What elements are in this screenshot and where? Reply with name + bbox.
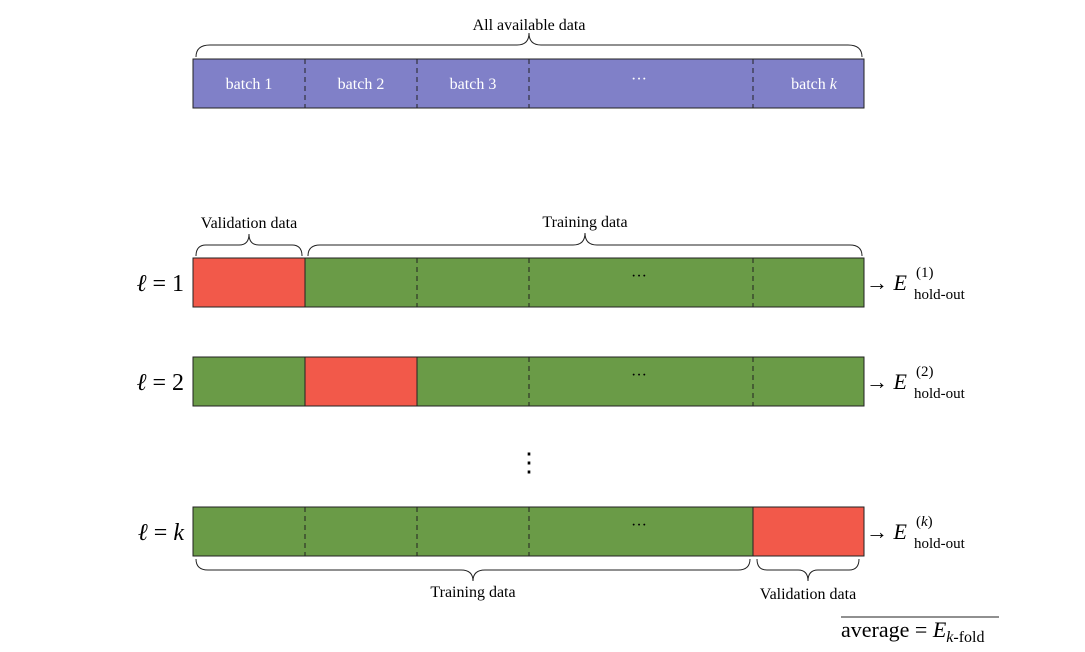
fold-index-label: ℓ = 1 bbox=[136, 271, 184, 297]
average-sub-fold: -fold bbox=[953, 629, 984, 646]
holdout-subscript: hold-out bbox=[914, 386, 966, 402]
ell-symbol: ℓ bbox=[138, 520, 148, 546]
training-segment bbox=[529, 507, 753, 556]
batch-label-k: batch k bbox=[791, 76, 838, 93]
batch-cell-1 bbox=[193, 59, 305, 108]
training-segment bbox=[529, 258, 753, 307]
arrow: → bbox=[866, 519, 894, 544]
validation-segment bbox=[305, 357, 417, 406]
fold-rows: ··· ℓ = 1 → E (1) hold-out ··· ℓ = 2 → E (2) hold… bbox=[136, 257, 966, 557]
average-expression: average = Ek-fold bbox=[841, 617, 984, 646]
average-E: E bbox=[932, 617, 947, 642]
training-segment bbox=[417, 357, 529, 406]
training-segment bbox=[305, 507, 417, 556]
training-segment bbox=[193, 357, 305, 406]
training-segment bbox=[529, 357, 753, 406]
validation-segment bbox=[193, 258, 305, 307]
average-eq: = bbox=[915, 617, 927, 642]
batch-k-word: batch bbox=[791, 76, 826, 93]
fold-ellipsis: ··· bbox=[631, 268, 647, 285]
row1-validation-brace bbox=[195, 233, 303, 257]
batch-cell-dots bbox=[529, 59, 753, 108]
training-segment bbox=[417, 258, 529, 307]
rowk-training-label: Training data bbox=[430, 584, 515, 601]
batch-label-dots: ··· bbox=[631, 71, 647, 88]
rowk-validation-label: Validation data bbox=[760, 586, 856, 603]
training-segment bbox=[417, 507, 529, 556]
all-data-brace bbox=[195, 32, 863, 58]
arrow: → bbox=[866, 369, 894, 394]
holdout-error-label: → E bbox=[866, 519, 908, 544]
batch-label-1: batch 1 bbox=[226, 76, 273, 93]
row1-validation-label: Validation data bbox=[201, 215, 297, 232]
fold-index-label: ℓ = k bbox=[138, 520, 185, 546]
holdout-subscript: hold-out bbox=[914, 287, 966, 303]
batch-bar: batch 1 batch 2 batch 3 ··· batch k bbox=[192, 58, 865, 109]
ell-eq: = bbox=[148, 520, 174, 546]
holdout-superscript: (1) bbox=[916, 265, 934, 281]
E-symbol: E bbox=[893, 270, 908, 295]
E-symbol: E bbox=[893, 369, 908, 394]
fold-row-3: ···ℓ = k → E (k)hold-out bbox=[138, 506, 966, 557]
fold-bar-outline bbox=[192, 257, 865, 308]
arrow: → bbox=[866, 270, 894, 295]
validation-segment bbox=[753, 507, 864, 556]
ell-value: 1 bbox=[172, 271, 184, 297]
fold-ellipsis: ··· bbox=[631, 517, 647, 534]
superscript-part: ) bbox=[928, 514, 933, 530]
all-data-label: All available data bbox=[473, 17, 586, 34]
rowk-training-brace bbox=[195, 558, 751, 582]
fold-bar-outline bbox=[192, 506, 865, 557]
ell-value: k bbox=[173, 520, 184, 546]
fold-row-1: ··· ℓ = 1 → E (1) hold-out bbox=[136, 257, 966, 308]
ell-eq: = bbox=[146, 370, 172, 396]
average-subscript: k-fold bbox=[946, 629, 984, 646]
superscript-part: ( bbox=[916, 514, 921, 530]
vertical-dots: ⋮ bbox=[516, 448, 542, 477]
ell-symbol: ℓ bbox=[136, 370, 146, 396]
E-symbol: E bbox=[893, 519, 908, 544]
batch-cell-k bbox=[753, 59, 864, 108]
batch-k-var: k bbox=[830, 76, 838, 93]
training-segment bbox=[753, 258, 864, 307]
holdout-error-label: → E bbox=[866, 270, 908, 295]
training-segment bbox=[753, 357, 864, 406]
rowk-validation-brace bbox=[756, 558, 860, 582]
fold-ellipsis: ··· bbox=[631, 367, 647, 384]
holdout-superscript: (2) bbox=[916, 364, 934, 380]
average-word: average bbox=[841, 617, 909, 642]
row1-training-brace bbox=[307, 232, 863, 257]
batch-label-3: batch 3 bbox=[450, 76, 497, 93]
fold-row-2: ··· ℓ = 2 → E (2) hold-out bbox=[136, 356, 966, 407]
batch-label-2: batch 2 bbox=[338, 76, 385, 93]
ell-value: 2 bbox=[172, 370, 184, 396]
training-segment bbox=[193, 507, 305, 556]
holdout-superscript: (k) bbox=[916, 514, 933, 530]
batch-cell-3 bbox=[417, 59, 529, 108]
average-sub-k: k bbox=[946, 629, 954, 646]
row1-training-label: Training data bbox=[542, 214, 627, 231]
training-segment bbox=[305, 258, 417, 307]
ell-eq: = bbox=[146, 271, 172, 297]
ell-symbol: ℓ bbox=[136, 271, 146, 297]
superscript-part: k bbox=[921, 514, 928, 530]
fold-index-label: ℓ = 2 bbox=[136, 370, 184, 396]
holdout-subscript: hold-out bbox=[914, 536, 966, 552]
fold-bar-outline bbox=[192, 356, 865, 407]
batch-cell-2 bbox=[305, 59, 417, 108]
holdout-error-label: → E bbox=[866, 369, 908, 394]
